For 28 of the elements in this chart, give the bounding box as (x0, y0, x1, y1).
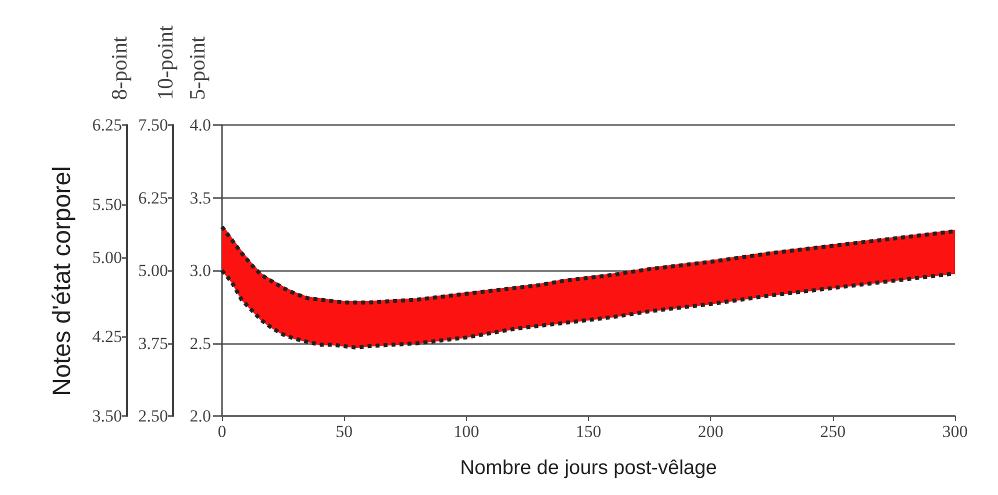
text: Notes d'état corporel (48, 166, 76, 396)
y2-tick-label: 7.50 (138, 116, 168, 134)
x-tick-label: 150 (576, 422, 602, 441)
y2-tick-label: 3.75 (138, 334, 168, 353)
y3-tick-label: 5.00 (92, 248, 122, 267)
y-tick-label: 3.5 (190, 188, 211, 208)
y-tick-label: 4.0 (190, 116, 211, 134)
x-tick-label: 0 (218, 422, 226, 441)
x-tick-label: 50 (336, 422, 353, 441)
y3-tick-label: 6.25 (92, 116, 122, 134)
y2-tick-label: 6.25 (138, 188, 168, 208)
y2-tick-label: 5.00 (138, 261, 168, 280)
x-axis-title: Nombre de jours post-vêlage (460, 457, 717, 479)
x-tick-label: 300 (942, 422, 968, 441)
y2-axis-title: 10-point (152, 25, 178, 100)
line-series (220, 268, 957, 350)
x-tick-label: 200 (698, 422, 724, 441)
y-tick-label: 3.0 (190, 261, 211, 280)
y3-tick-label: 4.25 (92, 327, 122, 346)
y-tick-label: 2.5 (190, 334, 211, 353)
x-tick-label: 100 (454, 422, 480, 441)
y3-tick-label: 3.50 (92, 406, 122, 426)
y3-axis-title: 8-point (106, 36, 132, 100)
y-axis-title: 5-point (184, 36, 210, 100)
y-tick-label: 2.0 (190, 406, 211, 426)
y2-tick-label: 2.50 (138, 406, 168, 426)
y3-tick-label: 5.50 (92, 194, 122, 214)
x-tick-label: 250 (820, 422, 846, 441)
